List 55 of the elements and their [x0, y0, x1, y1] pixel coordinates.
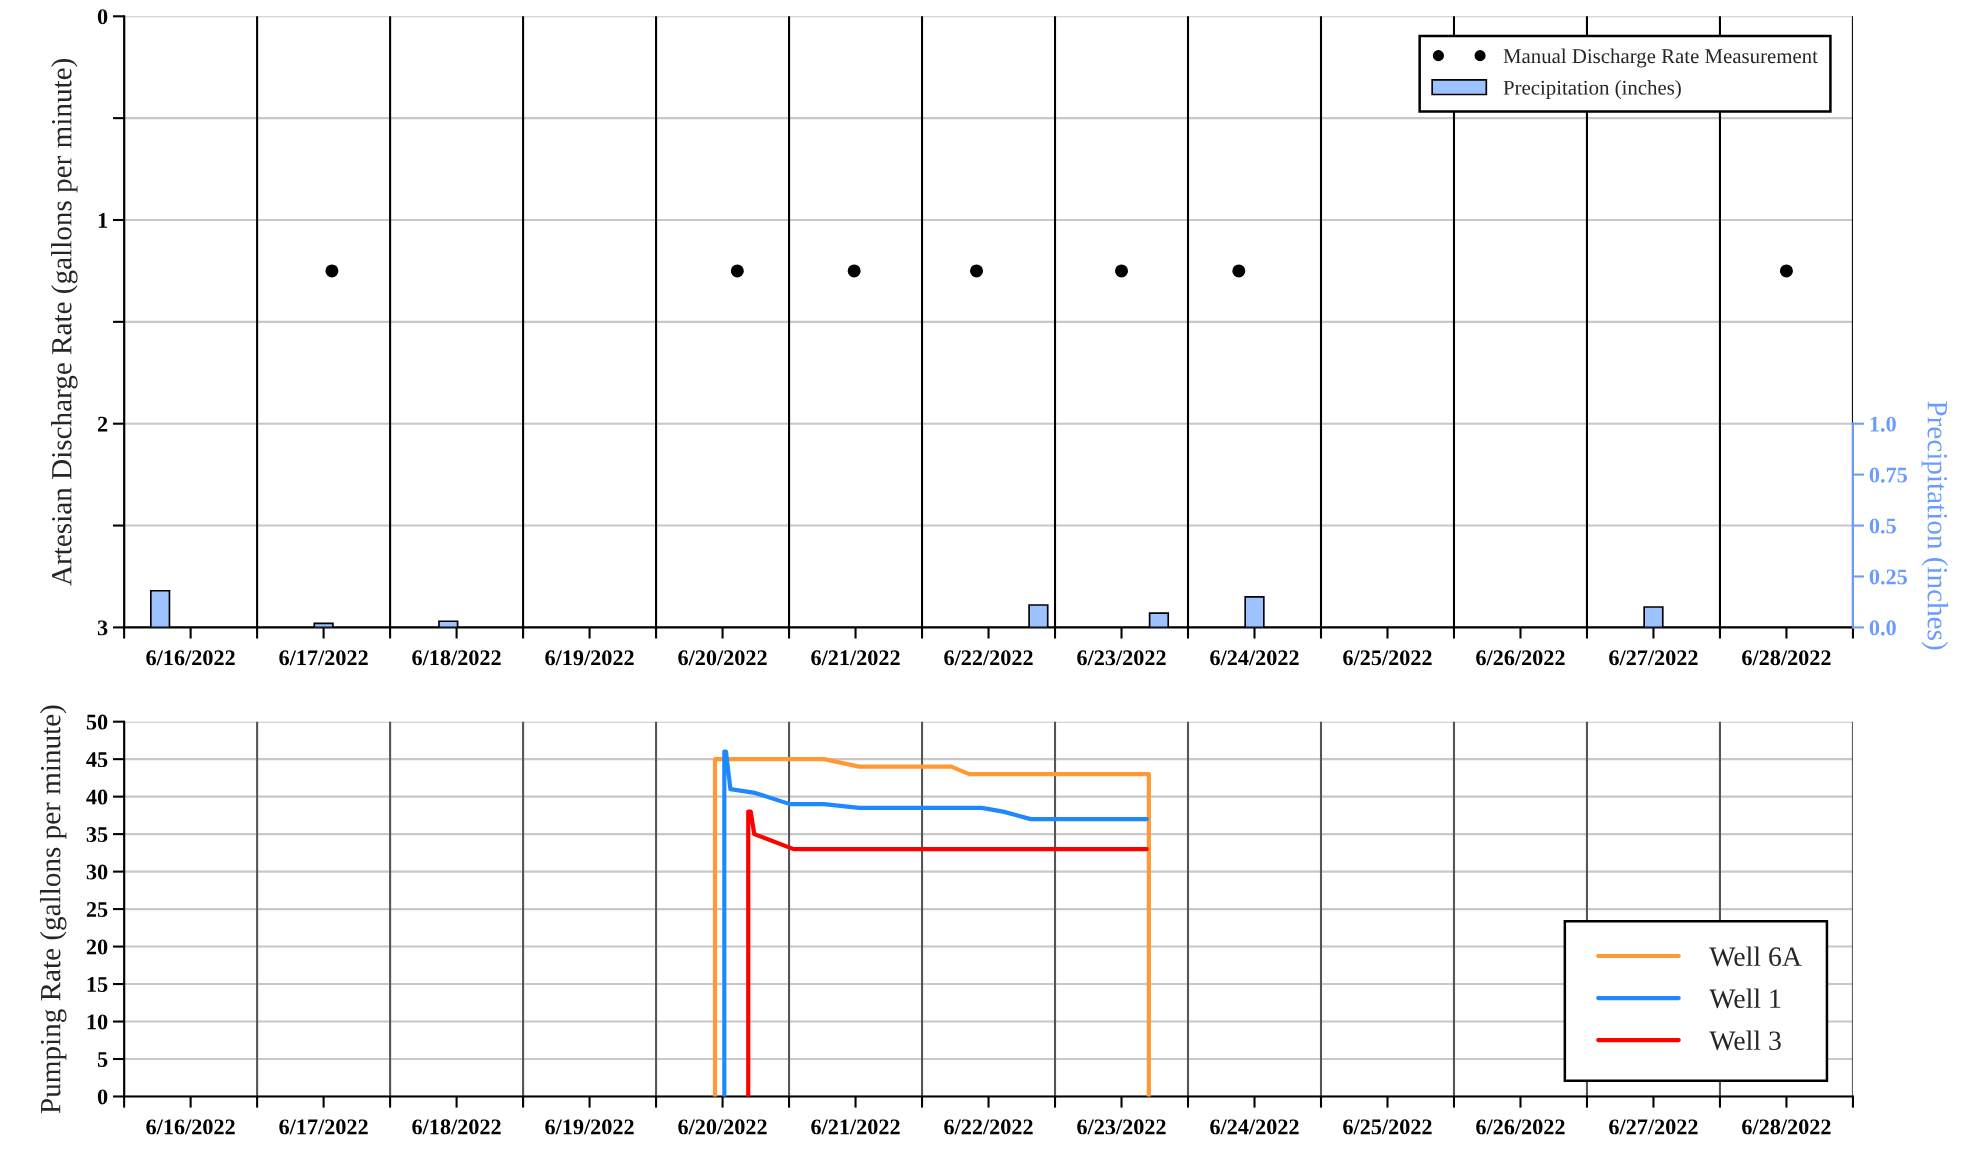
- x-tick-label: 6/28/2022: [1742, 1119, 1831, 1135]
- x-tick-label: 6/27/2022: [1609, 1119, 1698, 1135]
- y-tick-label: 10: [87, 1014, 108, 1030]
- legend-label: Precipitation (inches): [1503, 80, 1681, 99]
- y-tick-label: 30: [86, 864, 108, 880]
- x-tick-label: 6/25/2022: [1343, 1119, 1432, 1135]
- y2-tick-label: 0.25: [1869, 569, 1907, 585]
- x-tick-label: 6/16/2022: [146, 1119, 235, 1135]
- x-tick-label: 6/24/2022: [1210, 1119, 1299, 1135]
- y2-tick-label: 0.0: [1869, 620, 1896, 636]
- x-tick-label: 6/19/2022: [545, 650, 634, 666]
- x-tick-label: 6/20/2022: [678, 650, 767, 666]
- y-axis-title: Artesian Discharge Rate (gallons per minute): [51, 58, 78, 586]
- y-tick-label: 5: [97, 1052, 108, 1067]
- x-tick-label: 6/18/2022: [412, 650, 501, 666]
- y2-tick-label: 1.0: [1870, 416, 1896, 432]
- y-tick-label: 2: [97, 416, 108, 432]
- x-tick-label: 6/27/2022: [1609, 650, 1698, 666]
- x-tick-label: 6/23/2022: [1077, 1119, 1166, 1135]
- y-tick-label: 20: [86, 939, 108, 955]
- x-tick-label: 6/17/2022: [279, 650, 368, 666]
- y2-axis-title: Precipitation (inches): [1921, 401, 1949, 650]
- y-tick-label: 25: [86, 902, 108, 918]
- x-tick-label: 6/26/2022: [1476, 1119, 1565, 1135]
- x-tick-label: 6/16/2022: [146, 650, 235, 666]
- x-tick-label: 6/17/2022: [279, 1119, 368, 1135]
- y-tick-label: 35: [86, 827, 108, 843]
- x-tick-label: 6/21/2022: [811, 1119, 900, 1135]
- x-tick-label: 6/21/2022: [811, 650, 900, 666]
- legend-label: Well 6A: [1709, 946, 1802, 967]
- x-tick-label: 6/24/2022: [1210, 650, 1299, 666]
- legend-label: Well 1: [1709, 988, 1781, 1009]
- x-tick-label: 6/22/2022: [944, 1119, 1033, 1135]
- x-tick-label: 6/18/2022: [412, 1119, 501, 1135]
- y-tick-label: 1: [98, 213, 107, 228]
- x-tick-label: 6/26/2022: [1476, 650, 1565, 666]
- legend-label: Manual Discharge Rate Measurement: [1503, 48, 1818, 68]
- y2-tick-label: 0.5: [1869, 518, 1896, 534]
- legend-label: Well 3: [1709, 1030, 1781, 1051]
- x-tick-label: 6/19/2022: [545, 1119, 634, 1135]
- x-tick-label: 6/23/2022: [1077, 650, 1166, 666]
- y-tick-label: 40: [86, 789, 108, 805]
- y-tick-label: 0: [97, 1089, 108, 1105]
- y-tick-label: 45: [86, 752, 108, 768]
- y-tick-label: 0: [97, 9, 108, 25]
- line-series: [746, 809, 1149, 1097]
- y-tick-label: 3: [97, 620, 108, 636]
- x-tick-label: 6/25/2022: [1343, 650, 1432, 666]
- y-axis-title: Pumping Rate (gallons per minute): [39, 705, 67, 1114]
- x-tick-label: 6/28/2022: [1742, 650, 1831, 666]
- y-tick-label: 50: [86, 714, 108, 730]
- x-tick-label: 6/20/2022: [678, 1119, 767, 1135]
- x-tick-label: 6/22/2022: [944, 650, 1033, 666]
- y2-tick-label: 0.75: [1869, 467, 1907, 483]
- y-tick-label: 15: [87, 977, 108, 992]
